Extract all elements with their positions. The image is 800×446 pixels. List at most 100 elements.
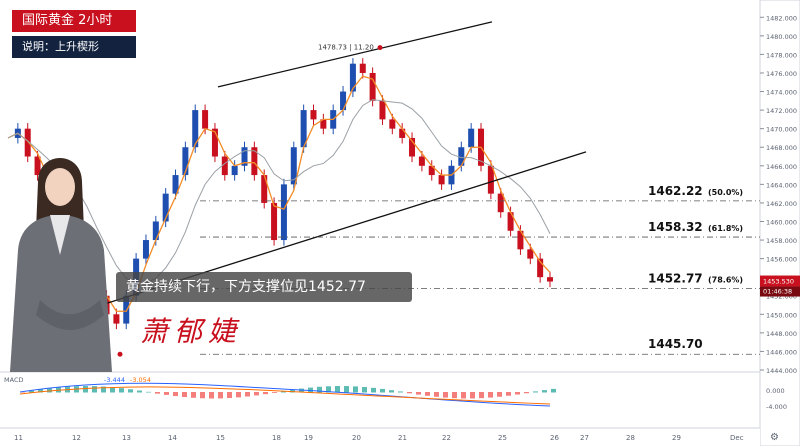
candle-body — [113, 314, 120, 324]
macd-histogram-bar — [254, 392, 259, 396]
macd-histogram-bar — [524, 392, 529, 394]
chart-subtitle: 说明：上升楔形 — [12, 36, 136, 58]
candle-body — [379, 100, 386, 120]
level-value: 1452.77 — [648, 272, 703, 286]
candle-body — [271, 202, 278, 241]
y-tick-label: 1468.000 — [766, 144, 797, 152]
x-tick-label: 22 — [442, 434, 451, 442]
macd-histogram-bar — [227, 392, 232, 399]
macd-histogram-bar — [245, 392, 250, 397]
macd-histogram-bar — [191, 392, 196, 398]
macd-histogram-bar — [38, 389, 43, 393]
macd-value-2: -3.054 — [130, 376, 151, 384]
candle-body — [418, 156, 425, 166]
candle-body — [261, 175, 268, 203]
candle-body — [24, 128, 31, 157]
macd-histogram-bar — [515, 392, 520, 395]
settings-gear-icon: ⚙ — [770, 432, 779, 443]
level-tag: (50.0%) — [708, 188, 743, 197]
y-tick-label: 1460.000 — [766, 218, 797, 226]
macd-histogram-bar — [263, 392, 268, 395]
candle-body — [537, 258, 544, 278]
macd-histogram-bar — [92, 386, 97, 393]
macd-histogram-bar — [200, 392, 205, 399]
candle-body — [300, 110, 307, 148]
candle-body — [438, 175, 445, 185]
x-tick-label: 20 — [352, 434, 361, 442]
x-tick-label: 25 — [498, 434, 507, 442]
macd-histogram-bar — [47, 388, 52, 393]
candle-body — [517, 230, 524, 250]
candle-body — [487, 165, 494, 194]
macd-line — [19, 382, 551, 407]
macd-histogram-bar — [452, 392, 457, 399]
macd-histogram-bar — [407, 392, 412, 394]
candle-body — [241, 147, 248, 166]
macd-histogram-bar — [506, 392, 511, 396]
macd-histogram-bar — [119, 388, 124, 393]
presenter-figure — [10, 158, 112, 372]
macd-histogram-bar — [101, 386, 106, 393]
macd-histogram-bar — [29, 390, 34, 393]
level-tag: (78.6%) — [708, 276, 743, 285]
y-tick-label: 1446.000 — [766, 348, 797, 356]
macd-histogram-bar — [479, 392, 484, 399]
x-tick-label: 19 — [304, 434, 313, 442]
candle-body — [389, 119, 396, 129]
macd-histogram-bar — [146, 391, 151, 393]
level-value: 1458.32 — [648, 220, 703, 234]
x-tick-label: 11 — [14, 434, 23, 442]
candle-body — [527, 249, 534, 259]
macd-histogram-bar — [389, 390, 394, 393]
x-tick-label: 12 — [72, 434, 81, 442]
x-tick-label: 27 — [580, 434, 589, 442]
x-tick-label: 15 — [216, 434, 225, 442]
candle-body — [211, 128, 218, 157]
candle-body — [310, 110, 317, 120]
candle-body — [547, 277, 553, 282]
macd-histogram-bar — [434, 392, 439, 397]
ma-slow-line — [7, 99, 551, 284]
y-tick-label: 1448.000 — [766, 330, 797, 338]
macd-histogram-bar — [362, 387, 367, 393]
macd-value-1: -3.444 — [104, 376, 125, 384]
y-tick-label: 1458.000 — [766, 237, 797, 245]
macd-histogram-bar — [335, 386, 340, 393]
x-tick-label: Dec — [730, 434, 744, 442]
macd-histogram-bar — [218, 392, 223, 399]
macd-histogram-bar — [164, 392, 169, 395]
time-axis-panel — [0, 428, 760, 446]
macd-label: MACD — [4, 376, 23, 384]
candle-body — [192, 110, 199, 148]
candle-body — [507, 212, 514, 231]
macd-histogram-bar — [542, 390, 547, 393]
macd-histogram-bar — [110, 387, 115, 393]
candle-body — [172, 175, 179, 194]
candle-body — [349, 63, 356, 92]
macd-histogram-bar — [398, 391, 403, 393]
countdown-badge — [760, 286, 800, 297]
macd-histogram-bar — [416, 392, 421, 395]
level-tag: (61.8%) — [708, 224, 743, 233]
macd-histogram-bar — [326, 386, 331, 393]
candle-body — [409, 137, 416, 157]
candle-body — [142, 240, 149, 259]
candle-body — [320, 119, 327, 129]
x-tick-label: 26 — [550, 434, 559, 442]
presenter-face-front — [45, 168, 75, 206]
candle-body — [497, 193, 504, 213]
x-tick-label: 21 — [398, 434, 407, 442]
presenter-shirt — [50, 215, 70, 255]
macd-histogram-bar — [272, 392, 277, 393]
y-tick-label: 1462.000 — [766, 200, 797, 208]
macd-histogram-bar — [236, 392, 241, 398]
macd-histogram-bar — [173, 392, 178, 397]
x-tick-label: 28 — [626, 434, 635, 442]
y-tick-label: 1456.000 — [766, 256, 797, 264]
y-tick-label: 1480.000 — [766, 33, 797, 41]
macd-histogram-bar — [317, 386, 322, 393]
candle-body — [202, 110, 209, 129]
caption-banner: 黄金持续下行，下方支撑位见1452.77 — [116, 272, 412, 302]
macd-histogram-bar — [281, 391, 286, 393]
